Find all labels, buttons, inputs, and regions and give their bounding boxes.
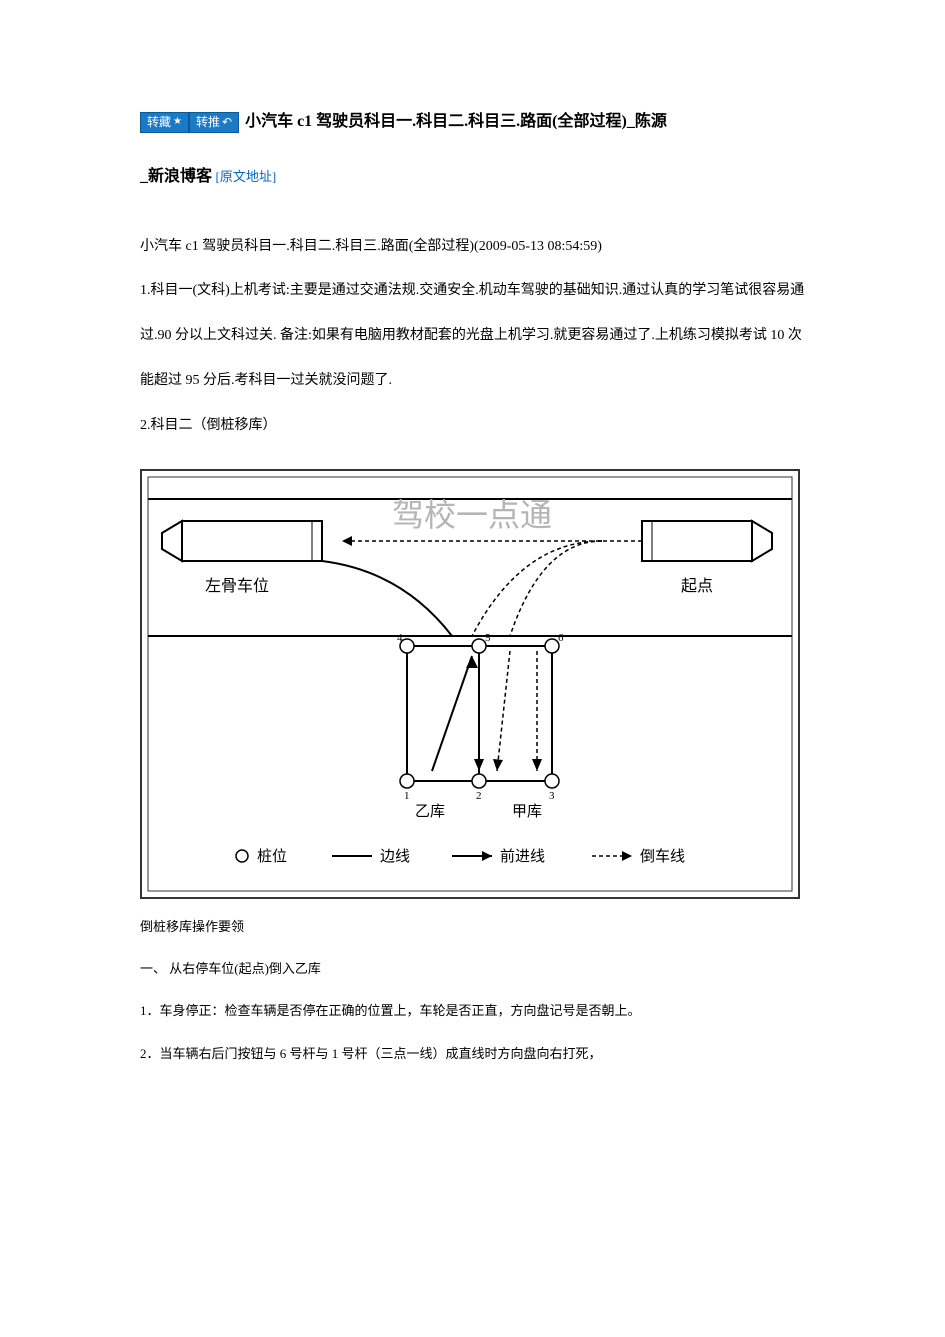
button-group: 转藏 ★ 转推 ↶ <box>140 112 239 132</box>
pile-3: 3 <box>549 790 555 802</box>
collect-button[interactable]: 转藏 ★ <box>140 112 189 132</box>
legend-forward: 前进线 <box>500 848 545 865</box>
pile-2: 2 <box>476 790 482 802</box>
pile-4: 4 <box>397 632 403 644</box>
paragraph-subject1: 1.科目一(文科)上机考试:主要是通过交通法规.交通安全.机动车驾驶的基础知识.… <box>140 269 805 403</box>
footer-s1: 倒桩移库操作要领 <box>140 909 805 945</box>
undo-icon: ↶ <box>222 115 232 129</box>
original-link[interactable]: [原文地址] <box>216 169 277 184</box>
diagram-svg: 驾校一点通 左骨车位 起点 <box>142 471 798 897</box>
pile-5: 5 <box>485 632 491 644</box>
collect-label: 转藏 <box>147 115 171 129</box>
watermark-text: 驾校一点通 <box>392 497 552 533</box>
diagram-container: 驾校一点通 左骨车位 起点 <box>140 469 805 899</box>
left-label: 左骨车位 <box>205 577 269 595</box>
star-icon: ★ <box>173 116 182 128</box>
title-line2: _新浪博客 [原文地址] <box>140 155 805 200</box>
right-label: 起点 <box>681 577 713 595</box>
yi-label: 乙库 <box>415 803 445 820</box>
footer-s4: 2．当车辆右后门按钮与 6 号杆与 1 号杆（三点一线）成直线时方向盘向右打死， <box>140 1036 805 1072</box>
footer-s2: 一、 从右停车位(起点)倒入乙库 <box>140 951 805 987</box>
pile-1: 1 <box>404 790 410 802</box>
page-title-line2: _新浪博客 <box>140 168 212 185</box>
pile-6: 6 <box>558 632 564 644</box>
footer-s3: 1．车身停正：检查车辆是否停在正确的位置上，车轮是否正直，方向盘记号是否朝上。 <box>140 993 805 1029</box>
jia-label: 甲库 <box>512 803 542 820</box>
page-title-line1: 小汽车 c1 驾驶员科目一.科目二.科目三.路面(全部过程)_陈源 <box>245 100 667 145</box>
header-row: 转藏 ★ 转推 ↶ 小汽车 c1 驾驶员科目一.科目二.科目三.路面(全部过程)… <box>140 100 805 145</box>
paragraph-meta: 小汽车 c1 驾驶员科目一.科目二.科目三.路面(全部过程)(2009-05-1… <box>140 225 805 270</box>
recommend-button[interactable]: 转推 ↶ <box>189 112 239 132</box>
legend-pile: 桩位 <box>257 848 287 865</box>
recommend-label: 转推 <box>196 115 220 129</box>
legend-edge: 边线 <box>380 848 410 865</box>
parking-diagram: 驾校一点通 左骨车位 起点 <box>140 469 800 899</box>
legend-reverse: 倒车线 <box>640 848 685 865</box>
paragraph-subject2: 2.科目二（倒桩移库） <box>140 404 805 449</box>
